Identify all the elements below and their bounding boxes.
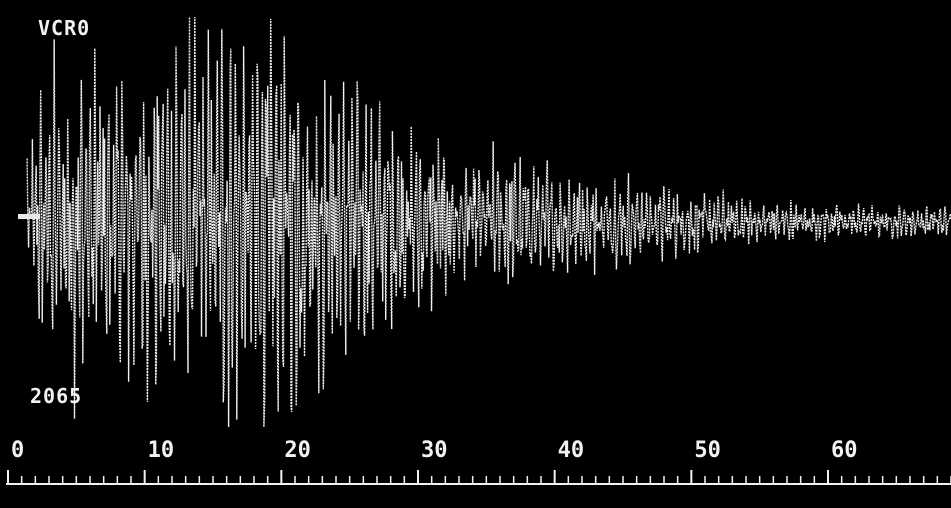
x-tick-label: 30 — [421, 438, 448, 463]
x-tick-label: 0 — [11, 438, 25, 463]
waveform-trace — [26, 16, 951, 428]
x-tick-label: 10 — [147, 438, 175, 463]
x-tick-label: 50 — [694, 438, 721, 463]
x-tick-label: 60 — [831, 438, 858, 463]
count-label: 2065 — [30, 384, 83, 408]
x-tick-label: 20 — [284, 438, 311, 463]
x-tick-label: 40 — [557, 438, 585, 463]
baseline-marker — [18, 214, 40, 219]
channel-label: VCR0 — [38, 16, 91, 40]
